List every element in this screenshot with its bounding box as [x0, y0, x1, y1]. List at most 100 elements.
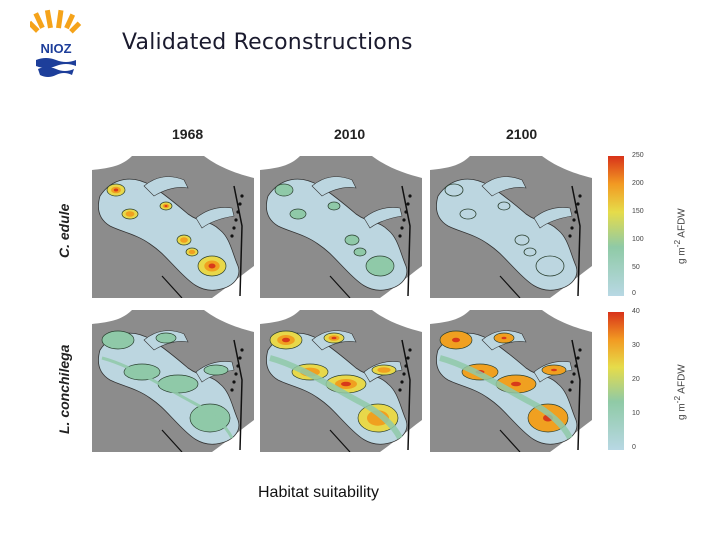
habitat-patch	[327, 201, 341, 211]
year-header-2010: 2010	[334, 126, 366, 142]
habitat-contour	[514, 234, 530, 246]
coast-dot	[240, 194, 244, 198]
coast-dot	[240, 348, 244, 352]
mask-area	[260, 310, 300, 324]
mask-area	[260, 156, 300, 170]
mask-area	[380, 420, 422, 452]
mask-area	[372, 156, 422, 178]
coast-dot	[398, 234, 402, 238]
habitat-peak	[282, 337, 290, 343]
cb2-tick: 30	[632, 342, 640, 349]
logo-waves	[36, 58, 76, 77]
coast-dot	[406, 356, 410, 360]
coast-dot	[574, 210, 578, 214]
estuary-branch	[481, 176, 527, 197]
nioz-logo: NIOZ	[30, 9, 82, 77]
cb1-tick: 250	[632, 152, 644, 159]
habitat-peak	[501, 336, 507, 340]
colorbar-c-edule-unit: g m-2 AFDW	[672, 208, 688, 264]
border-line	[499, 429, 521, 452]
estuary-branch	[533, 207, 573, 229]
coast-dot	[568, 234, 572, 238]
habitat-peak	[551, 368, 557, 372]
habitat-patch	[365, 255, 395, 277]
estuary-branch	[143, 176, 189, 197]
coast-dot	[234, 372, 238, 376]
habitat-patch	[274, 183, 294, 197]
mask-area	[212, 420, 254, 452]
border-line	[161, 275, 183, 298]
map-l-conchilega-2100	[430, 310, 592, 452]
estuary-branch	[195, 207, 235, 229]
estuary-water	[436, 178, 578, 291]
cb2-tick: 10	[632, 410, 640, 417]
habitat-patch	[353, 247, 367, 257]
logo-text: NIOZ	[40, 41, 71, 56]
coast-dot	[234, 218, 238, 222]
estuary-branch	[363, 207, 403, 229]
mask-area	[92, 310, 132, 324]
colorbar-c-edule	[608, 156, 624, 296]
mask-area	[212, 266, 254, 298]
habitat-patch	[123, 363, 161, 381]
cb1-tick: 200	[632, 180, 644, 187]
coast-dot	[232, 380, 236, 384]
coast-dot	[400, 380, 404, 384]
coast-dot	[578, 348, 582, 352]
mask-area	[430, 156, 470, 170]
coast-dot	[402, 218, 406, 222]
map-c-edule-2100	[430, 156, 592, 298]
channel-band	[269, 355, 403, 440]
habitat-core	[377, 367, 391, 373]
border-line	[571, 185, 581, 297]
mask-area	[550, 266, 592, 298]
mask-area	[380, 266, 422, 298]
border-line	[499, 275, 521, 298]
species-label-l-conchilega: L. conchilega	[56, 344, 72, 434]
mask-area	[92, 156, 132, 170]
mask-area	[430, 310, 470, 324]
habitat-patch	[101, 330, 135, 350]
map-l-conchilega-2010	[260, 310, 422, 452]
coast-dot	[570, 380, 574, 384]
habitat-core	[188, 249, 196, 255]
year-header-1968: 1968	[172, 126, 204, 142]
mask-area	[550, 420, 592, 452]
map-l-conchilega-1968	[92, 310, 254, 452]
coast-dot	[402, 372, 406, 376]
mask-area	[204, 310, 254, 332]
mask-area	[372, 310, 422, 332]
coast-dot	[578, 194, 582, 198]
habitat-patch	[189, 403, 231, 433]
coast-dot	[404, 364, 408, 368]
colorbar-l-conchilega-unit: g m-2 AFDW	[672, 364, 688, 420]
cb2-tick: 40	[632, 308, 640, 315]
habitat-peak	[341, 381, 351, 387]
cb1-tick: 0	[632, 290, 636, 297]
coast-dot	[576, 356, 580, 360]
habitat-peak	[113, 188, 119, 192]
mask-area	[204, 156, 254, 178]
coast-dot	[404, 210, 408, 214]
border-line	[233, 185, 243, 297]
year-header-2100: 2100	[506, 126, 538, 142]
habitat-patch	[155, 332, 177, 344]
habitat-core	[125, 211, 135, 217]
coast-dot	[576, 202, 580, 206]
coast-dot	[572, 372, 576, 376]
border-line	[401, 185, 411, 297]
coast-dot	[568, 388, 572, 392]
channel-band	[439, 355, 573, 440]
slide-title: Validated Reconstructions	[122, 30, 413, 55]
border-line	[161, 429, 183, 452]
map-c-edule-1968	[92, 156, 254, 298]
coast-dot	[574, 364, 578, 368]
habitat-patch	[289, 208, 307, 220]
border-line	[329, 275, 351, 298]
cb1-tick: 150	[632, 208, 644, 215]
logo-sun-rays	[30, 9, 82, 34]
habitat-peak	[511, 381, 521, 387]
map-c-edule-2010	[260, 156, 422, 298]
mask-area	[542, 156, 592, 178]
habitat-patch	[203, 364, 229, 376]
